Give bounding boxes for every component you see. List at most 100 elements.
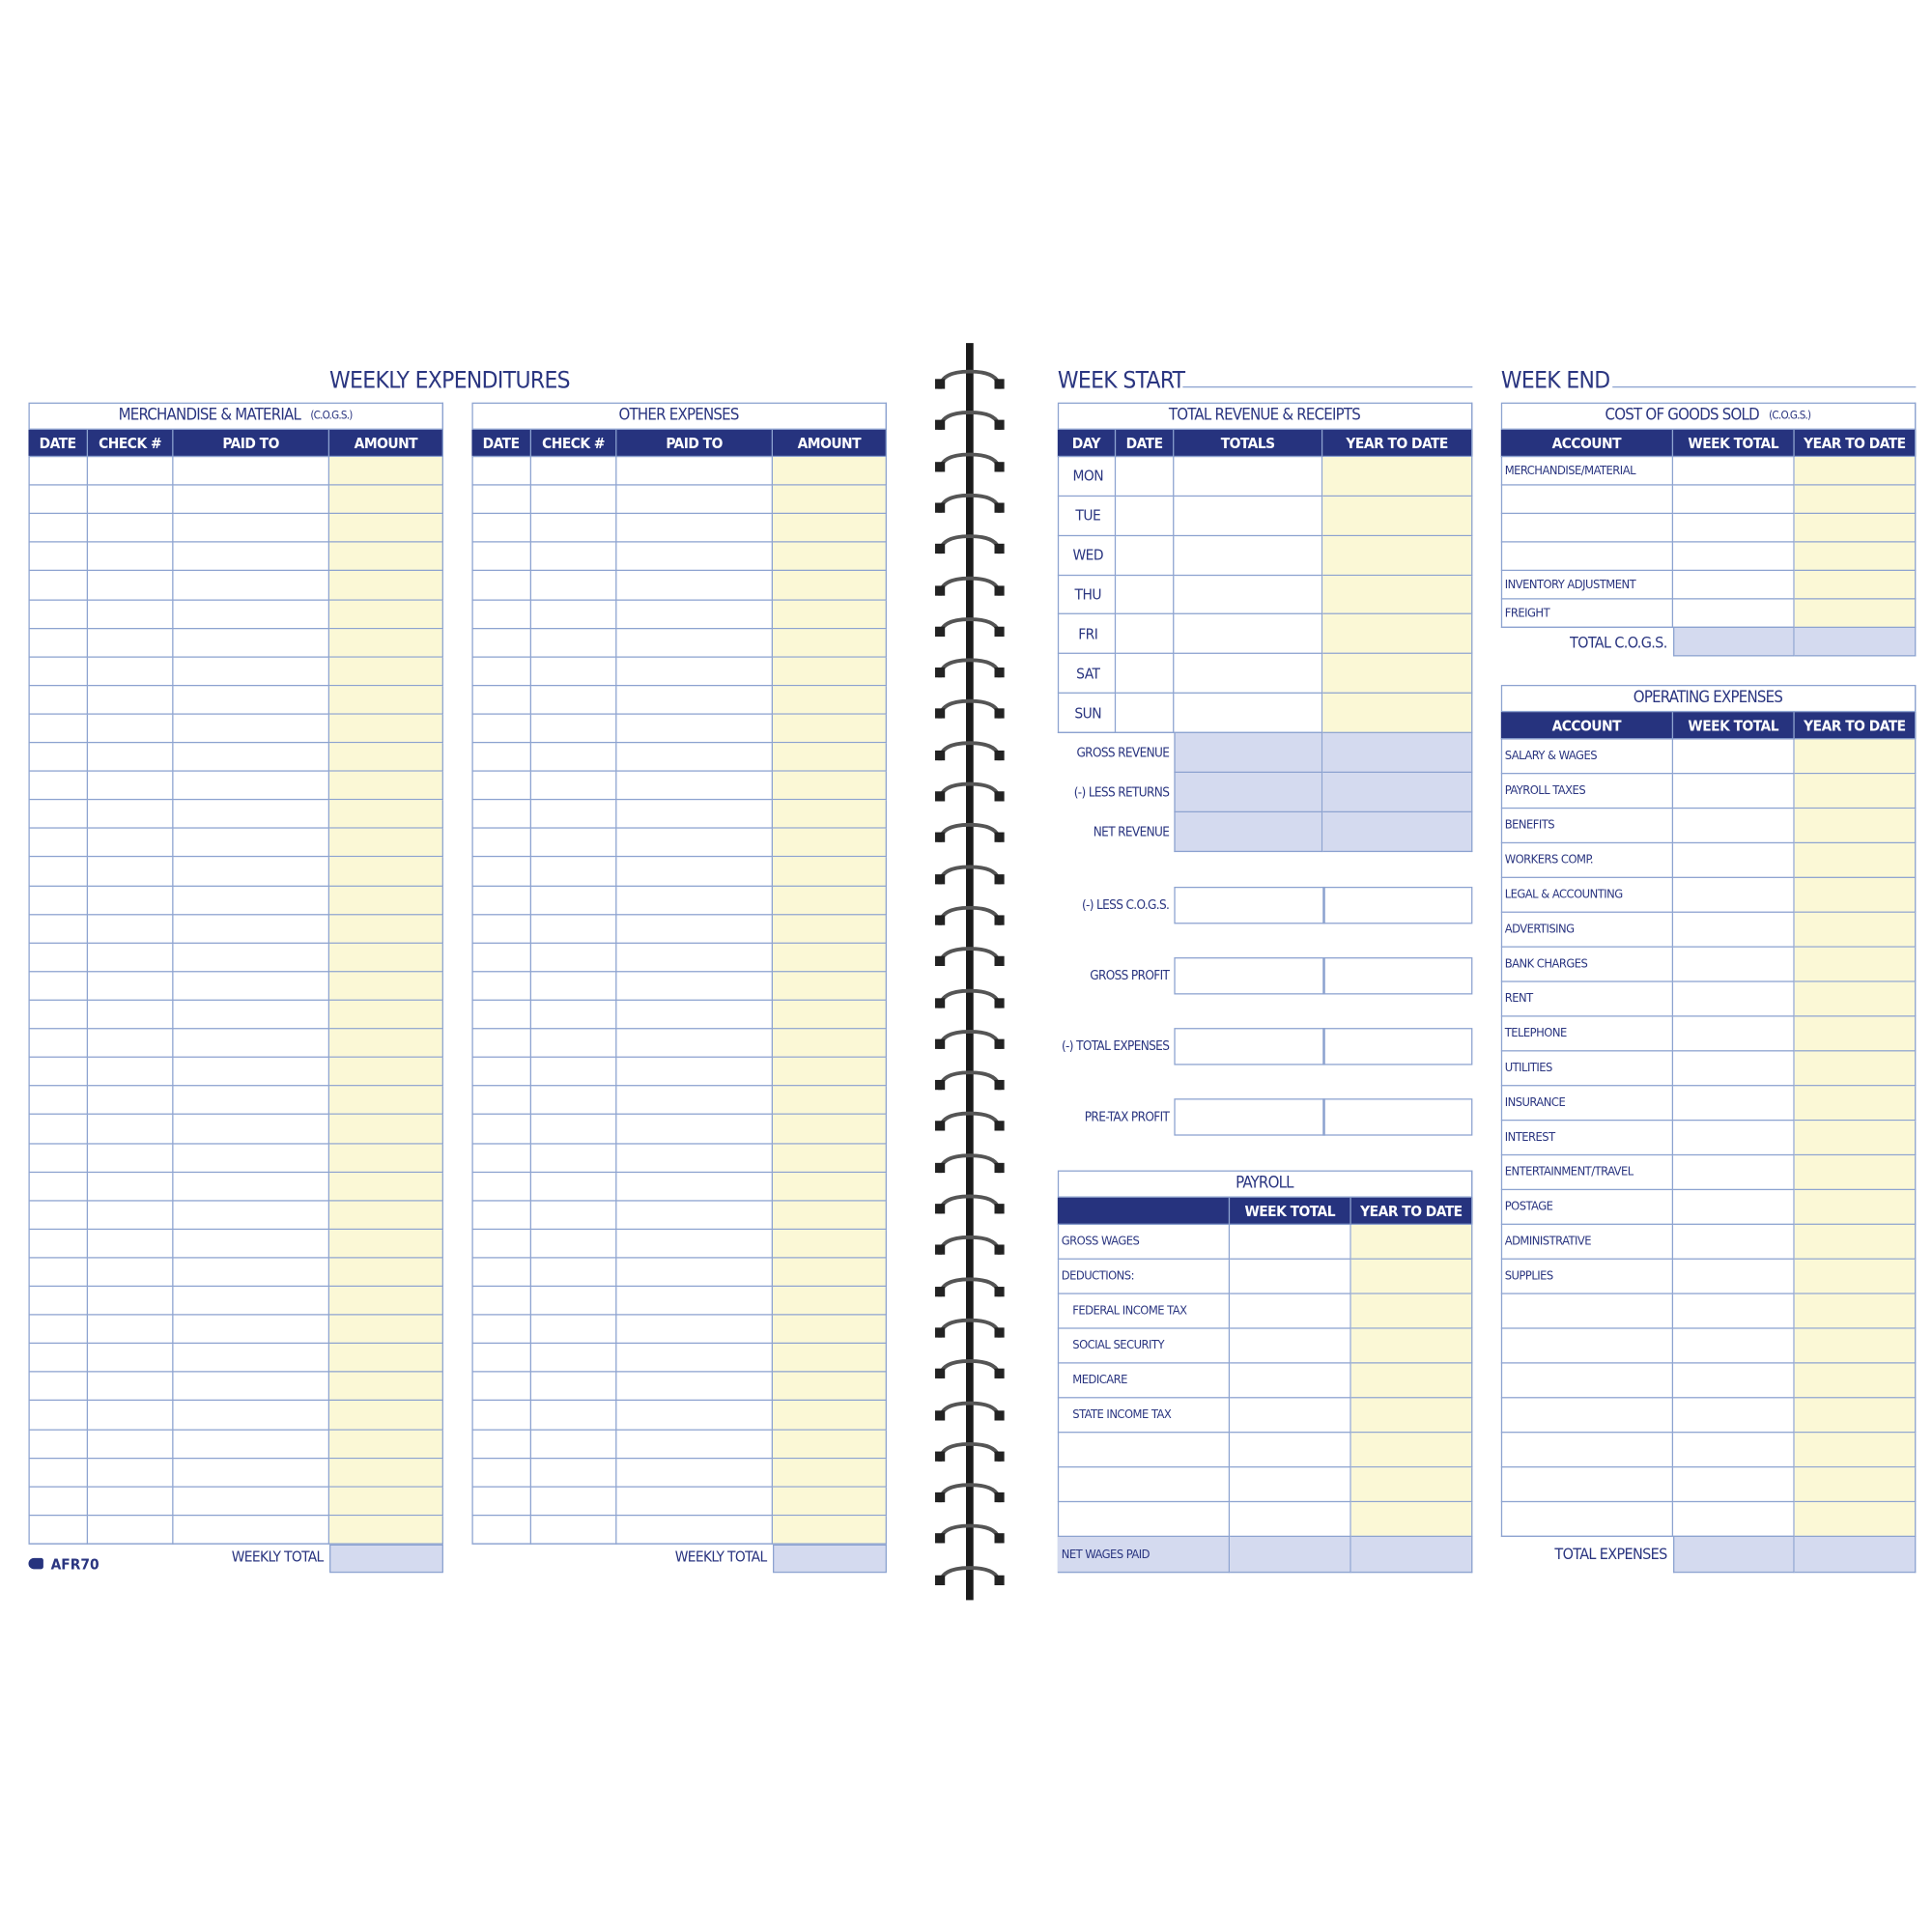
payroll-cell[interactable]	[1350, 1259, 1473, 1294]
date-cell[interactable]	[471, 542, 531, 572]
total-expenses-cell[interactable]	[1673, 1537, 1795, 1574]
paid-to-cell[interactable]	[173, 886, 330, 916]
paid-to-cell[interactable]	[616, 457, 773, 486]
amount-cell[interactable]	[772, 1458, 887, 1488]
check-cell[interactable]	[88, 1516, 174, 1545]
amount-cell[interactable]	[772, 1086, 887, 1116]
payroll-cell[interactable]	[1230, 1328, 1351, 1364]
paid-to-cell[interactable]	[616, 972, 773, 1001]
cogs-cell[interactable]	[1673, 599, 1795, 628]
date-cell[interactable]	[471, 1172, 531, 1202]
amount-cell[interactable]	[772, 1143, 887, 1173]
amount-cell[interactable]	[329, 1315, 443, 1345]
cogs-cell[interactable]	[1673, 485, 1795, 515]
date-cell[interactable]	[471, 1201, 531, 1230]
total-cogs-ytd[interactable]	[1794, 627, 1917, 657]
payroll-cell[interactable]	[1350, 1433, 1473, 1468]
revenue-cell[interactable]	[1322, 496, 1473, 536]
paid-to-cell[interactable]	[173, 1258, 330, 1288]
date-cell[interactable]	[471, 800, 531, 830]
revenue-cell[interactable]	[1174, 575, 1323, 615]
expense-cell[interactable]	[1673, 809, 1795, 844]
paid-to-cell[interactable]	[616, 600, 773, 629]
amount-cell[interactable]	[329, 972, 443, 1001]
amount-cell[interactable]	[329, 829, 443, 858]
paid-to-cell[interactable]	[173, 943, 330, 973]
check-cell[interactable]	[530, 1487, 617, 1517]
paid-to-cell[interactable]	[173, 1000, 330, 1030]
paid-to-cell[interactable]	[173, 1143, 330, 1173]
amount-cell[interactable]	[329, 1229, 443, 1259]
paid-to-cell[interactable]	[616, 1315, 773, 1345]
paid-to-cell[interactable]	[173, 857, 330, 887]
expense-cell[interactable]	[1794, 981, 1917, 1017]
expense-cell[interactable]	[1673, 1155, 1795, 1191]
date-cell[interactable]	[471, 1143, 531, 1173]
expense-cell[interactable]	[1794, 1016, 1917, 1052]
payroll-cell[interactable]	[1230, 1293, 1351, 1329]
paid-to-cell[interactable]	[173, 1287, 330, 1316]
revenue-cell[interactable]	[1322, 614, 1473, 655]
total-cogs-cell[interactable]	[1673, 627, 1795, 657]
expense-cell[interactable]	[1673, 1259, 1795, 1294]
amount-cell[interactable]	[329, 800, 443, 830]
amount-cell[interactable]	[772, 857, 887, 887]
amount-cell[interactable]	[329, 1029, 443, 1059]
week-end-field[interactable]	[1612, 385, 1917, 388]
amount-cell[interactable]	[772, 943, 887, 973]
check-cell[interactable]	[530, 1115, 617, 1144]
amount-cell[interactable]	[329, 1344, 443, 1373]
date-cell[interactable]	[471, 1058, 531, 1087]
revenue-cell[interactable]	[1116, 535, 1175, 576]
check-cell[interactable]	[88, 1344, 174, 1373]
paid-to-cell[interactable]	[616, 1229, 773, 1259]
paid-to-cell[interactable]	[616, 943, 773, 973]
summary-cell[interactable]	[1174, 772, 1323, 813]
paid-to-cell[interactable]	[616, 1487, 773, 1517]
amount-cell[interactable]	[772, 571, 887, 601]
check-cell[interactable]	[88, 571, 174, 601]
expense-cell[interactable]	[1673, 912, 1795, 948]
amount-cell[interactable]	[329, 1086, 443, 1116]
amount-cell[interactable]	[772, 1000, 887, 1030]
paid-to-cell[interactable]	[616, 1287, 773, 1316]
date-cell[interactable]	[28, 1086, 89, 1116]
paid-to-cell[interactable]	[173, 1086, 330, 1116]
paid-to-cell[interactable]	[173, 1516, 330, 1545]
date-cell[interactable]	[471, 1487, 531, 1517]
amount-cell[interactable]	[772, 1487, 887, 1517]
date-cell[interactable]	[28, 1401, 89, 1431]
check-cell[interactable]	[530, 1143, 617, 1173]
date-cell[interactable]	[471, 1401, 531, 1431]
amount-cell[interactable]	[772, 714, 887, 744]
check-cell[interactable]	[88, 542, 174, 572]
week-start-field[interactable]	[1182, 385, 1473, 388]
expense-cell[interactable]	[1673, 1086, 1795, 1122]
date-cell[interactable]	[471, 1115, 531, 1144]
check-cell[interactable]	[530, 857, 617, 887]
amount-cell[interactable]	[772, 628, 887, 658]
expense-cell[interactable]	[1673, 1293, 1795, 1329]
check-cell[interactable]	[88, 1058, 174, 1087]
date-cell[interactable]	[471, 457, 531, 486]
amount-cell[interactable]	[329, 600, 443, 629]
check-cell[interactable]	[88, 1000, 174, 1030]
paid-to-cell[interactable]	[173, 657, 330, 687]
paid-to-cell[interactable]	[173, 542, 330, 572]
amount-cell[interactable]	[329, 915, 443, 944]
date-cell[interactable]	[28, 714, 89, 744]
paid-to-cell[interactable]	[173, 600, 330, 629]
check-cell[interactable]	[88, 771, 174, 801]
date-cell[interactable]	[28, 886, 89, 916]
paid-to-cell[interactable]	[616, 1258, 773, 1288]
check-cell[interactable]	[530, 972, 617, 1001]
amount-cell[interactable]	[772, 1201, 887, 1230]
date-cell[interactable]	[28, 1143, 89, 1173]
revenue-cell[interactable]	[1116, 575, 1175, 615]
date-cell[interactable]	[28, 1315, 89, 1345]
amount-cell[interactable]	[772, 1315, 887, 1345]
amount-cell[interactable]	[329, 686, 443, 715]
check-cell[interactable]	[530, 1287, 617, 1316]
paid-to-cell[interactable]	[616, 915, 773, 944]
amount-cell[interactable]	[329, 857, 443, 887]
